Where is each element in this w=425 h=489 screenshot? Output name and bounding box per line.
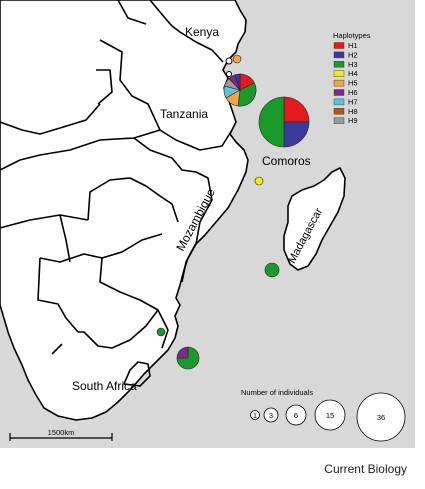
size-circle-36	[356, 392, 406, 442]
island-zanzibar	[226, 71, 232, 77]
scale-bar: 1500km	[9, 428, 113, 441]
size-legend-title: Number of individuals	[241, 388, 313, 397]
pie-mozambique-channel	[254, 176, 264, 186]
pie-kenya-coast	[232, 54, 242, 64]
size-circle-1	[250, 410, 260, 420]
island-pemba	[225, 57, 233, 65]
label-south-africa: South Africa	[72, 379, 137, 393]
size-legend: Number of individuals 1 3 6 15 36	[241, 388, 406, 442]
pie-south-africa-coast	[156, 327, 166, 337]
legend-label-h9: H9	[348, 116, 358, 125]
legend-swatch-h7	[333, 98, 345, 106]
legend-label-h7: H7	[348, 97, 358, 106]
pie-madagascar-west	[264, 262, 280, 278]
size-label-1: 1	[253, 411, 257, 420]
legend-swatch-h6	[333, 89, 345, 96]
size-circle-3	[263, 407, 279, 423]
legend-swatch-h2	[333, 51, 345, 59]
legend-title: Haplotypes	[333, 31, 371, 40]
legend-swatch-h5	[333, 79, 345, 87]
size-label-6: 6	[294, 411, 298, 420]
pie-south-africa	[176, 346, 200, 370]
label-kenya: Kenya	[185, 25, 219, 39]
legend-swatch-h3	[333, 61, 345, 68]
legend-swatch-h9	[333, 117, 345, 124]
label-tanzania: Tanzania	[160, 107, 208, 121]
size-label-15: 15	[326, 411, 334, 420]
size-circle-6	[285, 404, 307, 426]
pie-comoros	[258, 96, 310, 148]
credit-text: Current Biology	[324, 462, 407, 476]
size-circle-15	[314, 399, 346, 431]
legend-label-h5: H5	[348, 79, 358, 88]
pie-tanzania-coast	[223, 73, 257, 107]
madagascar-island	[283, 167, 346, 271]
legend-label-h3: H3	[348, 60, 358, 69]
legend-swatch-h1	[333, 42, 345, 49]
legend-label-h6: H6	[348, 88, 358, 97]
size-label-3: 3	[269, 411, 273, 420]
scale-label: 1500km	[48, 428, 75, 437]
legend-label-h1: H1	[348, 41, 358, 50]
label-comoros: Comoros	[262, 154, 311, 168]
legend-swatch-h4	[333, 70, 345, 77]
legend-label-h4: H4	[348, 69, 358, 78]
size-label-36: 36	[377, 413, 385, 422]
legend-label-h2: H2	[348, 50, 358, 59]
country-borders	[0, 0, 233, 387]
legend-label-h8: H8	[348, 107, 358, 116]
legend-swatch-h8	[333, 108, 345, 115]
